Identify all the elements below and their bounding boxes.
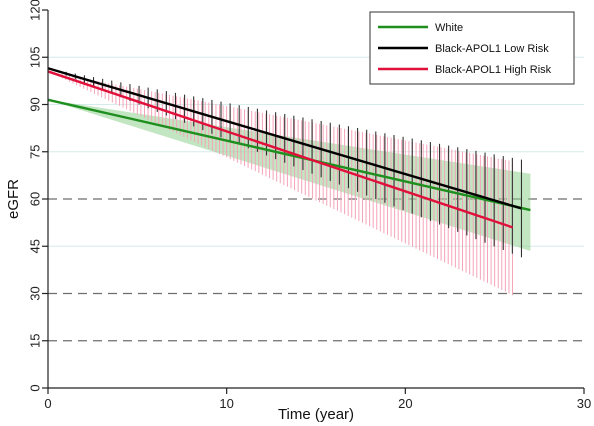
y-tick-label: 90 [27, 97, 42, 111]
y-tick-label: 60 [27, 192, 42, 206]
y-axis-title: eGFR [5, 179, 22, 219]
confidence-bands [48, 70, 531, 296]
y-tick-label: 0 [27, 384, 42, 391]
y-tick-label: 105 [27, 46, 42, 68]
x-tick-label: 0 [44, 396, 51, 411]
x-tick-label: 30 [577, 396, 591, 411]
confidence-band-white [48, 99, 531, 251]
y-tick-label: 30 [27, 286, 42, 300]
y-axis-ticks: 0 15 30 45 60 75 90 105 120 [27, 0, 48, 392]
x-axis-title: Time (year) [278, 406, 354, 423]
legend-entry-high-risk: Black-APOL1 High Risk [435, 64, 552, 76]
y-tick-label: 15 [27, 334, 42, 348]
legend: White Black-APOL1 Low Risk Black-APOL1 Hig… [369, 11, 575, 85]
legend-entry-low-risk: Black-APOL1 Low Risk [435, 43, 549, 55]
series-line-low-risk [47, 67, 522, 210]
y-tick-label: 45 [27, 239, 42, 253]
x-axis-ticks: 0 10 20 30 [44, 388, 591, 411]
series-line-white [47, 98, 531, 212]
series-lines [47, 67, 531, 229]
x-tick-label: 20 [398, 396, 412, 411]
y-tick-label: 75 [27, 145, 42, 159]
y-tick-label: 120 [27, 0, 42, 21]
legend-entry-white: White [435, 22, 463, 34]
series-line-high-risk [47, 70, 513, 229]
x-tick-label: 10 [219, 396, 233, 411]
